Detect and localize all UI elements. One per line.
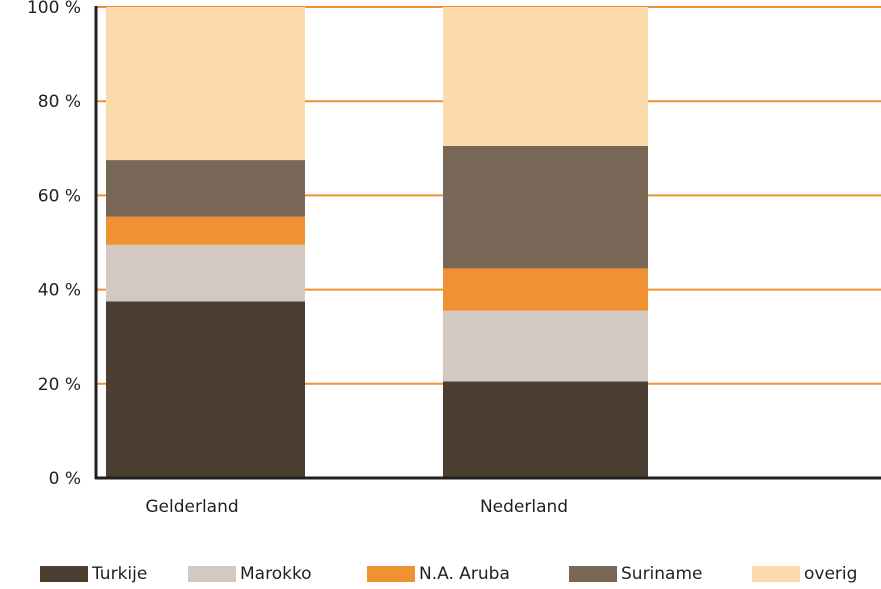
legend-item: Turkije: [40, 564, 147, 584]
bar-nederland-marokko: [443, 310, 648, 382]
bar-nederland-n-a-aruba: [443, 268, 648, 311]
x-tick-label: Gelderland: [145, 497, 238, 517]
bar-nederland-turkije: [443, 381, 648, 478]
bar-nederland-overig: [443, 7, 648, 146]
legend-label: Marokko: [240, 564, 312, 584]
legend-swatch: [752, 566, 800, 582]
bar-gelderland-marokko: [106, 244, 305, 302]
legend-label: overig: [804, 564, 858, 584]
y-tick-label: 20 %: [38, 375, 81, 395]
legend-item: N.A. Aruba: [367, 564, 510, 584]
legend-item: Marokko: [188, 564, 312, 584]
x-tick-label: Nederland: [480, 497, 568, 517]
y-tick-label: 100 %: [27, 0, 81, 18]
legend-label: Suriname: [621, 564, 703, 584]
y-tick-label: 0 %: [49, 469, 81, 489]
y-tick-label: 40 %: [38, 281, 81, 301]
legend-swatch: [188, 566, 236, 582]
bar-gelderland-overig: [106, 7, 305, 161]
x-axis-ticks: Gelderland Nederland: [145, 497, 568, 517]
bars: [106, 7, 648, 478]
legend-item: overig: [752, 564, 857, 584]
legend-item: Suriname: [569, 564, 703, 584]
bar-nederland-suriname: [443, 145, 648, 269]
legend-label: N.A. Aruba: [419, 564, 510, 584]
y-axis-ticks: 0 % 20 % 40 % 60 % 80 % 100 %: [27, 0, 81, 489]
axes: [94, 6, 881, 480]
legend-swatch: [40, 566, 88, 582]
legend-label: Turkije: [92, 564, 148, 584]
y-tick-label: 60 %: [38, 186, 81, 206]
bar-gelderland-turkije: [106, 301, 305, 478]
y-tick-label: 80 %: [38, 92, 81, 112]
legend-swatch: [569, 566, 617, 582]
legend: Turkije Marokko N.A. Aruba Suriname overig: [0, 564, 881, 588]
stacked-bar-chart: 0 % 20 % 40 % 60 % 80 % 100 % Gelderland Neder…: [27, 0, 881, 517]
legend-swatch: [367, 566, 415, 582]
bar-gelderland-suriname: [106, 160, 305, 217]
bar-gelderland-n-a-aruba: [106, 216, 305, 245]
